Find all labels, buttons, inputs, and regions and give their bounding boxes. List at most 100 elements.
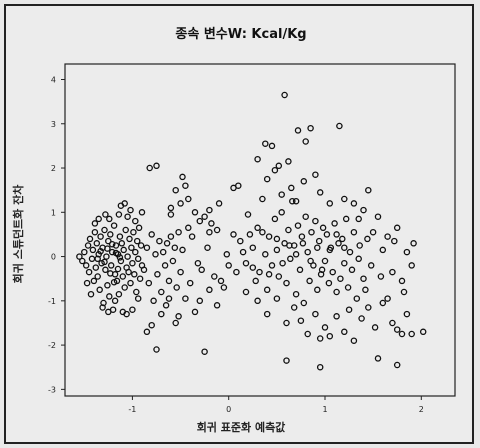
data-point xyxy=(408,262,415,269)
y-tick-label: 2 xyxy=(51,164,56,173)
data-point xyxy=(127,279,134,287)
data-point xyxy=(175,313,182,320)
data-point xyxy=(314,286,321,294)
data-point xyxy=(246,231,254,238)
y-tick-label: -1 xyxy=(48,297,56,306)
data-point xyxy=(273,246,281,254)
data-point xyxy=(300,178,308,185)
data-point xyxy=(331,220,338,227)
data-point xyxy=(263,310,271,318)
y-tick-label: -3 xyxy=(48,385,56,394)
data-point xyxy=(101,258,108,266)
data-point xyxy=(91,220,99,227)
data-point xyxy=(182,182,189,189)
x-tick-label: -1 xyxy=(128,405,136,414)
data-point xyxy=(297,317,305,324)
data-point xyxy=(119,273,127,280)
data-point xyxy=(213,226,221,234)
plot-area xyxy=(64,63,456,397)
data-point xyxy=(358,315,365,322)
x-tick-label: 0 xyxy=(226,405,231,414)
data-point xyxy=(374,355,382,362)
data-point xyxy=(133,237,141,245)
data-point xyxy=(167,233,175,240)
data-point xyxy=(312,217,319,225)
data-point xyxy=(122,226,129,234)
data-point xyxy=(285,226,292,234)
data-point xyxy=(271,166,279,174)
data-point xyxy=(265,271,273,278)
data-point xyxy=(102,266,109,274)
data-point xyxy=(95,215,102,223)
data-point xyxy=(116,254,124,261)
data-point xyxy=(186,279,194,287)
data-point xyxy=(275,162,283,170)
data-point xyxy=(335,240,342,247)
data-point xyxy=(124,213,131,220)
data-point xyxy=(254,224,261,232)
data-point xyxy=(389,268,396,276)
data-point xyxy=(365,304,372,311)
data-point xyxy=(377,273,385,280)
data-point xyxy=(94,255,101,263)
data-point xyxy=(307,257,314,265)
data-point xyxy=(115,290,123,298)
data-point xyxy=(230,231,237,238)
data-point xyxy=(393,326,401,333)
data-point xyxy=(158,310,165,318)
data-point xyxy=(114,265,122,273)
data-point xyxy=(369,228,377,236)
data-point xyxy=(364,235,371,243)
data-point xyxy=(92,264,100,271)
data-point xyxy=(152,251,159,258)
data-point xyxy=(165,277,173,285)
x-tick-label: 1 xyxy=(322,405,327,414)
data-point xyxy=(177,268,184,276)
data-point xyxy=(97,233,104,240)
data-point xyxy=(112,249,120,257)
data-point xyxy=(79,257,86,265)
data-point xyxy=(148,321,155,329)
data-point xyxy=(150,297,157,305)
data-point xyxy=(167,211,175,218)
data-point xyxy=(225,262,232,269)
data-point xyxy=(182,295,189,302)
data-point xyxy=(91,228,99,236)
data-point xyxy=(136,275,144,282)
data-point xyxy=(206,286,213,294)
data-point xyxy=(345,306,353,313)
data-point xyxy=(287,255,294,263)
data-point xyxy=(391,237,398,245)
data-point xyxy=(403,248,411,256)
data-point xyxy=(112,242,120,249)
data-point xyxy=(239,248,247,256)
data-point xyxy=(104,245,111,252)
data-point xyxy=(169,257,177,265)
data-point xyxy=(191,308,199,316)
data-point xyxy=(107,270,114,277)
data-point xyxy=(316,363,324,371)
data-point xyxy=(374,213,382,220)
data-point xyxy=(304,248,311,256)
data-point xyxy=(256,268,263,276)
data-point xyxy=(128,244,135,251)
data-point xyxy=(179,173,186,181)
data-point xyxy=(262,140,269,147)
data-point xyxy=(108,248,116,256)
data-point xyxy=(268,262,276,269)
data-point xyxy=(362,286,369,294)
data-point xyxy=(191,209,199,216)
data-point xyxy=(110,222,118,229)
data-point xyxy=(101,226,108,234)
data-point xyxy=(165,295,173,302)
data-point xyxy=(339,235,346,243)
data-point xyxy=(156,237,163,245)
data-point xyxy=(103,253,110,260)
data-point xyxy=(121,200,128,207)
data-point xyxy=(275,273,283,280)
data-point xyxy=(82,262,90,269)
data-point xyxy=(233,268,240,276)
data-point xyxy=(201,348,208,355)
data-point xyxy=(292,290,300,298)
x-axis-label: 회귀 표준화 예측값 xyxy=(196,421,286,434)
